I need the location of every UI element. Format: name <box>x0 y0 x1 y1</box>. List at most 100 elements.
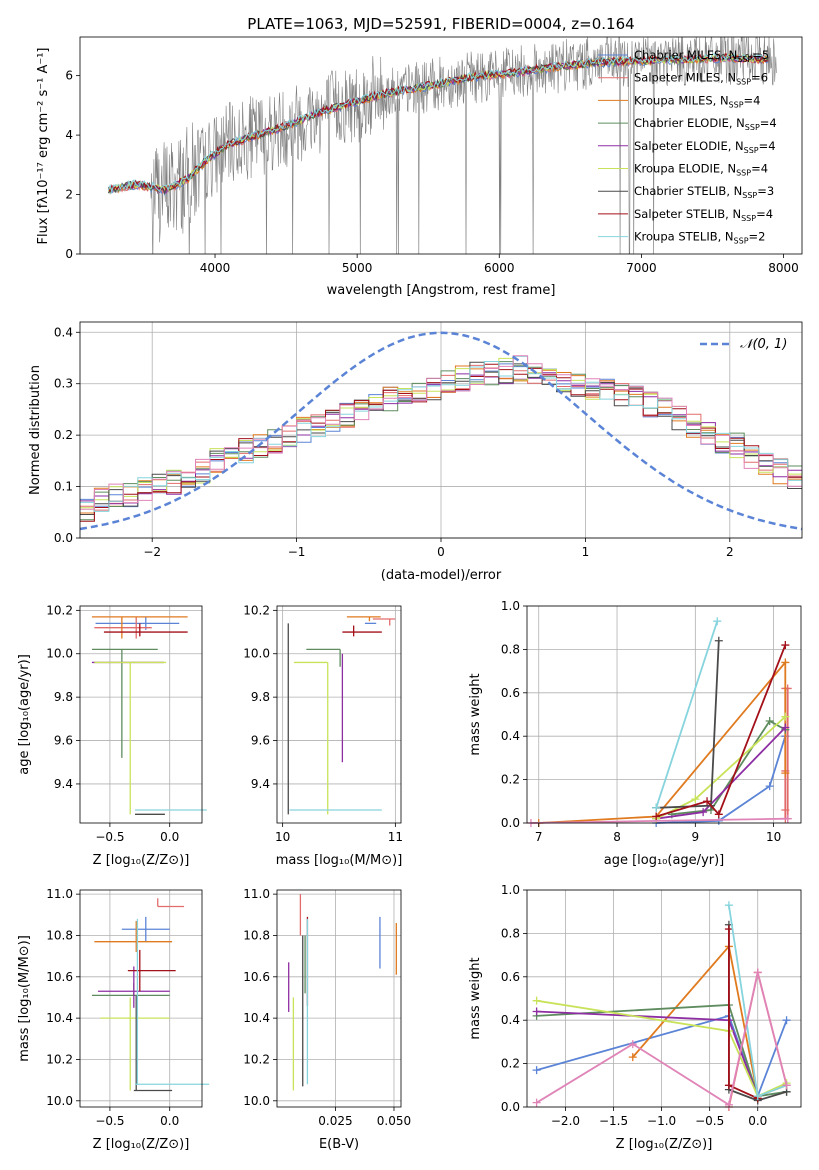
p7-xtick-label: −2.0 <box>551 1114 580 1128</box>
p2-ytick-label: 9.6 <box>54 734 73 748</box>
p4-ytick-label: 0.2 <box>501 773 520 787</box>
p4-xtick-label: 8 <box>613 830 621 844</box>
residual-ytick-label: 0.3 <box>54 377 73 391</box>
p6-ytick-label: 10.6 <box>243 970 270 984</box>
mass-weight-marker <box>691 795 700 804</box>
p7-xlabel: Z [log₁₀(Z/Z⊙)] <box>616 1137 713 1152</box>
normal-legend-label: 𝒩(0, 1) <box>740 337 787 352</box>
p7-ytick-label: 0.0 <box>501 1100 520 1114</box>
p7-ytick-label: 0.2 <box>501 1057 520 1071</box>
mass-weight-marker <box>781 723 790 732</box>
p2-ticks: −0.5 0.0 9.4 9.6 9.8 10.0 10.2 <box>46 603 179 844</box>
p7-ytick-label: 0.8 <box>501 926 520 940</box>
observed-spectrum <box>108 37 777 254</box>
p7-ytick-label: 0.6 <box>501 970 520 984</box>
p5-frame <box>79 889 203 1108</box>
p6-data <box>288 894 397 1091</box>
residual-legend: 𝒩(0, 1) <box>700 337 787 352</box>
p3-ticks: 10 11 9.4 9.6 9.8 10.0 10.2 <box>243 603 403 844</box>
p2-ytick-label: 10.0 <box>46 647 73 661</box>
mass-weight-marker <box>628 1040 637 1049</box>
p7-ytick-label: 1.0 <box>501 883 520 897</box>
massweight-vs-age-panel: 7 8 9 10 0.0 0.2 0.4 0.6 0.8 1.0 age [log₁₀(age/yr… <box>468 599 802 868</box>
mass-weight-marker <box>652 803 661 812</box>
legend-entry: Kroupa ELODIE, NSSP=4 <box>634 162 768 178</box>
legend-entry: Kroupa STELIB, NSSP=2 <box>634 230 765 246</box>
p6-ticks: 0.025 0.050 10.0 10.2 10.4 10.6 10.8 11.0 <box>243 887 411 1128</box>
legend-entry: Kroupa MILES, NSSP=4 <box>634 93 760 109</box>
p6-xtick-label: 0.050 <box>377 1114 411 1128</box>
p3-data <box>287 616 396 815</box>
p4-xtick-label: 9 <box>691 830 699 844</box>
p4-ytick-label: 0.6 <box>501 686 520 700</box>
residual-panel: −2 −1 0 1 2 0.0 0.1 0.2 0.3 0.4 𝒩(0, 1) (data-mod… <box>28 321 803 583</box>
p6-ytick-label: 10.8 <box>243 928 270 942</box>
residual-ytick-label: 0.4 <box>54 325 73 339</box>
mass-vs-z-panel: −0.5 0.0 10.0 10.2 10.4 10.6 10.8 11.0 Z [log₁₀(… <box>17 887 210 1152</box>
p4-data <box>526 617 792 827</box>
spectrum-xlabel: wavelength [Angstrom, rest frame] <box>327 283 556 298</box>
legend-entry: Salpeter ELODIE, NSSP=4 <box>634 139 776 155</box>
p7-xtick-label: −0.5 <box>695 1114 724 1128</box>
mass-weight-line <box>530 817 788 824</box>
mass-weight-marker <box>781 641 790 650</box>
p7-xtick-label: −1.0 <box>647 1114 676 1128</box>
mass-weight-line <box>536 1004 787 1098</box>
mass-weight-marker <box>724 1100 733 1109</box>
spectrum-xtick-label: 4000 <box>200 261 231 275</box>
mass-weight-marker <box>699 808 708 817</box>
p2-grid <box>80 606 202 823</box>
spectrum-legend: Chabrier MILES, NSSP=5 Salpeter MILES, NS… <box>598 48 777 246</box>
spectrum-panel: PLATE=1063, MJD=52591, FIBERID=0004, z=0… <box>36 15 803 298</box>
histogram-step <box>80 361 802 521</box>
mass-weight-line <box>671 719 786 816</box>
mass-weight-marker <box>724 901 733 910</box>
mass-weight-marker <box>713 617 722 626</box>
mass-weight-marker <box>714 636 723 645</box>
residual-ylabel: Normed distribution <box>28 365 43 495</box>
legend-entry: Chabrier STELIB, NSSP=3 <box>634 184 774 200</box>
residual-xlabel: (data-model)/error <box>381 568 502 583</box>
spectrum-ticks: 4000 5000 6000 7000 8000 0 2 4 6 <box>65 69 798 275</box>
mass-weight-marker <box>781 712 790 721</box>
mass-weight-marker <box>765 782 774 791</box>
mass-weight-marker <box>782 1081 791 1090</box>
p3-xtick-label: 10 <box>275 830 290 844</box>
p4-xtick-label: 10 <box>766 830 781 844</box>
mass-weight-line <box>655 620 719 809</box>
residual-xtick-label: −1 <box>288 545 306 559</box>
p6-xlabel: E(B-V) <box>319 1137 359 1152</box>
p4-frame <box>526 605 802 824</box>
residual-ytick-label: 0.1 <box>54 480 73 494</box>
p2-xlabel: Z [log₁₀(Z/Z⊙)] <box>93 853 190 868</box>
residual-xtick-label: 0 <box>437 545 445 559</box>
mass-weight-marker <box>724 925 733 934</box>
mass-weight-marker <box>781 805 790 814</box>
p5-ytick-label: 10.6 <box>46 970 73 984</box>
p5-ytick-label: 10.0 <box>46 1094 73 1108</box>
mass-weight-marker <box>628 1053 637 1062</box>
p7-data <box>532 901 791 1111</box>
mass-weight-marker <box>753 968 762 977</box>
residual-ytick-label: 0.2 <box>54 428 73 442</box>
mass-weight-marker <box>765 717 774 726</box>
p7-ylabel: mass weight <box>468 957 483 1039</box>
p5-ytick-label: 11.0 <box>46 887 73 901</box>
p3-xtick-label: 11 <box>388 830 403 844</box>
mass-weight-marker <box>652 812 661 821</box>
mass-vs-ebv-panel: 0.025 0.050 10.0 10.2 10.4 10.6 10.8 11.0 E(B-V) <box>243 887 411 1152</box>
mass-weight-marker <box>724 1081 733 1090</box>
mass-weight-marker <box>703 797 712 806</box>
p6-xtick-label: 0.025 <box>318 1114 352 1128</box>
p3-xlabel: mass [log₁₀(M/M⊙)] <box>276 853 403 868</box>
spectrum-ytick-label: 6 <box>65 69 73 83</box>
p2-ylabel: age [log₁₀(age/yr)] <box>17 654 32 775</box>
p3-ytick-label: 9.8 <box>251 690 270 704</box>
p5-ytick-label: 10.4 <box>46 1011 73 1025</box>
age-vs-z-panel: −0.5 0.0 9.4 9.6 9.8 10.0 10.2 Z [log₁₀(Z/Z⊙)] a… <box>17 603 207 868</box>
mass-weight-marker <box>781 658 790 667</box>
spectrum-plot-area <box>107 37 777 254</box>
p5-data <box>91 898 210 1092</box>
mass-weight-line <box>655 644 787 818</box>
